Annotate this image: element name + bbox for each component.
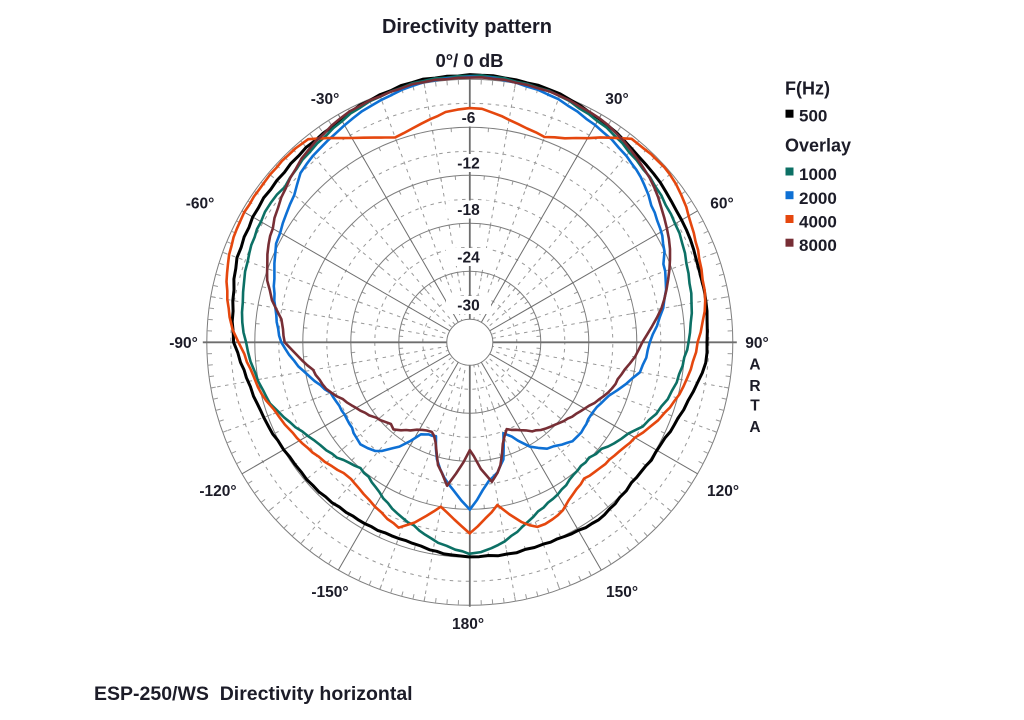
svg-text:0°/ 0 dB: 0°/ 0 dB xyxy=(435,50,503,71)
svg-text:-30°: -30° xyxy=(311,91,340,108)
svg-text:-30: -30 xyxy=(457,298,479,315)
svg-text:-120°: -120° xyxy=(199,483,236,500)
svg-text:Directivity pattern: Directivity pattern xyxy=(382,16,552,38)
svg-text:Overlay: Overlay xyxy=(785,136,851,156)
svg-text:8000: 8000 xyxy=(799,236,837,255)
svg-text:90°: 90° xyxy=(745,335,768,352)
svg-text:150°: 150° xyxy=(606,584,638,601)
svg-text:R: R xyxy=(749,378,760,395)
svg-text:ESP-250/WS Directivity horizo: ESP-250/WS Directivity horizontal xyxy=(94,683,413,705)
svg-text:120°: 120° xyxy=(707,483,739,500)
svg-text:T: T xyxy=(750,398,760,415)
svg-text:30°: 30° xyxy=(605,91,628,108)
svg-text:-12: -12 xyxy=(457,156,479,173)
svg-text:-150°: -150° xyxy=(311,584,348,601)
svg-text:180°: 180° xyxy=(452,616,484,633)
svg-text:A: A xyxy=(749,419,760,436)
svg-text:-6: -6 xyxy=(462,110,476,127)
svg-text:4000: 4000 xyxy=(799,213,837,232)
svg-text:-24: -24 xyxy=(457,250,480,267)
svg-text:F(Hz): F(Hz) xyxy=(785,79,830,99)
svg-text:-90°: -90° xyxy=(169,335,198,352)
svg-text:2000: 2000 xyxy=(799,189,837,208)
svg-text:500: 500 xyxy=(799,107,827,126)
svg-text:-60°: -60° xyxy=(186,196,215,213)
svg-text:-18: -18 xyxy=(457,202,480,219)
svg-text:60°: 60° xyxy=(710,196,733,213)
svg-text:A: A xyxy=(749,357,760,374)
svg-text:1000: 1000 xyxy=(799,165,837,184)
